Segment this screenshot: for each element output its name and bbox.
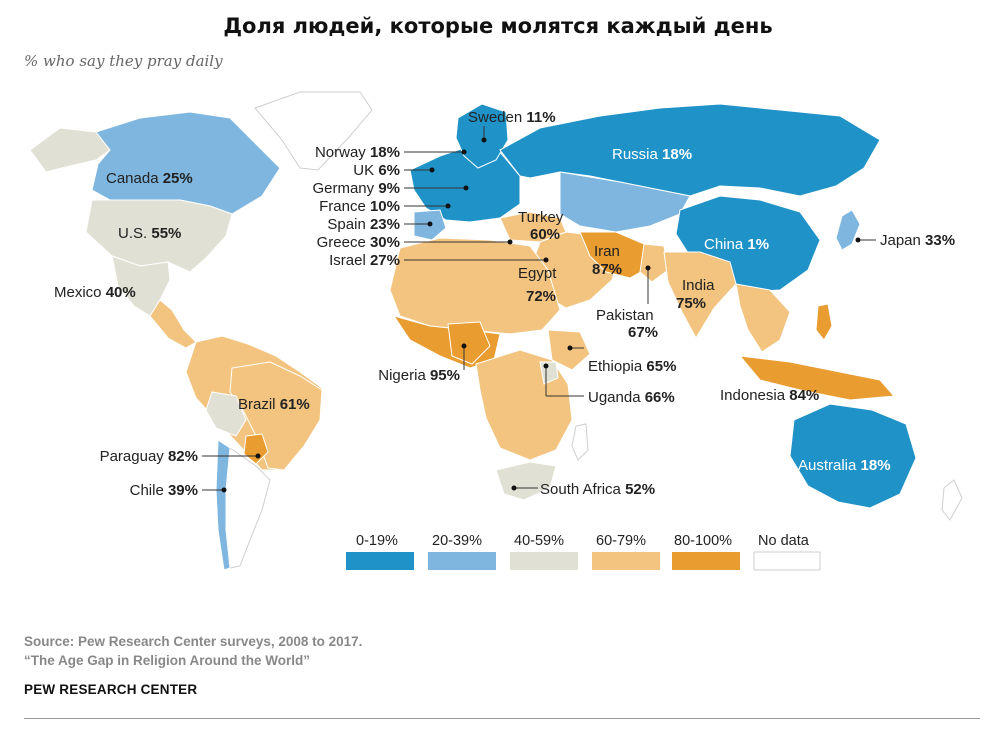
nigeria-shape <box>447 321 491 365</box>
source-line-1: Source: Pew Research Center surveys, 200… <box>24 634 363 649</box>
label-chile: Chile 39% <box>130 482 198 499</box>
bolivia-shape <box>205 391 247 437</box>
dot-greece <box>507 239 513 245</box>
dot-spain <box>427 221 433 227</box>
label-greece: Greece 30% <box>317 234 400 251</box>
dot-japan <box>855 237 861 243</box>
label-us: U.S. 55% <box>118 225 181 242</box>
central-asia-shape <box>559 171 691 233</box>
legend-label-2: 40-59% <box>514 533 564 549</box>
label-pakistan-value: 67% <box>628 324 658 341</box>
label-norway: Norway 18% <box>315 144 400 161</box>
label-france: France 10% <box>319 198 400 215</box>
scandinavia-shape <box>455 103 509 169</box>
iran-shape <box>579 231 649 279</box>
legend-label-0: 0-19% <box>356 533 398 549</box>
leader-dots <box>221 137 861 493</box>
philippines-shape <box>815 303 833 341</box>
legend: 0-19% 20-39% 40-59% 60-79% 80-100% No da… <box>346 533 821 571</box>
dot-uganda <box>543 363 549 369</box>
dot-south-africa <box>511 485 517 491</box>
chile-shape <box>215 439 231 571</box>
southeast-asia-shape <box>735 283 791 353</box>
map-subtitle: % who say they pray daily <box>24 52 223 70</box>
brand-logo-text: PEW RESEARCH CENTER <box>24 682 198 697</box>
legend-label-5: No data <box>758 533 810 549</box>
label-brazil: Brazil 61% <box>238 396 310 413</box>
source-line-2: “The Age Gap in Religion Around the Worl… <box>24 653 310 668</box>
label-india-name: India <box>682 277 715 294</box>
dot-ethiopia <box>567 345 573 351</box>
alaska-shape <box>29 127 111 173</box>
greenland-shape <box>254 91 373 171</box>
legend-swatch-5 <box>753 551 821 571</box>
label-iran-name: Iran <box>594 243 620 260</box>
dot-israel <box>543 257 549 263</box>
label-mexico: Mexico 40% <box>54 284 136 301</box>
canada-shape <box>91 111 281 215</box>
label-ethiopia: Ethiopia 65% <box>588 358 676 375</box>
label-uk: UK 6% <box>353 162 400 179</box>
label-germany: Germany 9% <box>312 180 400 197</box>
pakistan-shape <box>639 243 669 283</box>
label-egypt-name: Egypt <box>518 265 557 282</box>
label-pakistan-name: Pakistan <box>596 307 654 324</box>
indonesia-shape <box>738 355 896 401</box>
label-japan: Japan 33% <box>880 232 955 249</box>
legend-swatch-0 <box>346 552 414 570</box>
label-nigeria: Nigeria 95% <box>378 367 460 384</box>
dot-norway <box>461 149 467 155</box>
label-turkey-value: 60% <box>530 226 560 243</box>
label-israel: Israel 27% <box>329 252 400 269</box>
label-uganda: Uganda 66% <box>588 389 675 406</box>
dot-germany <box>463 185 469 191</box>
label-spain: Spain 23% <box>327 216 400 233</box>
australia-shape <box>789 403 917 509</box>
legend-swatch-4 <box>672 552 740 570</box>
label-india-value: 75% <box>676 295 706 312</box>
dot-france <box>445 203 451 209</box>
madagascar-shape <box>571 423 589 461</box>
dot-pakistan <box>645 265 651 271</box>
label-egypt-value: 72% <box>526 288 556 305</box>
map-title: Доля людей, которые молятся каждый день <box>223 14 773 38</box>
label-russia: Russia 18% <box>612 146 692 163</box>
central-america-shape <box>149 299 197 349</box>
label-iran-value: 87% <box>592 261 622 278</box>
leader-lines <box>202 126 876 491</box>
dot-chile <box>221 487 227 493</box>
footer-rule <box>24 718 980 719</box>
label-paraguay: Paraguay 82% <box>100 448 198 465</box>
south-africa-shape <box>495 461 557 501</box>
dot-nigeria <box>461 343 467 349</box>
dot-paraguay <box>255 453 261 459</box>
legend-label-1: 20-39% <box>432 533 482 549</box>
north-africa-shape <box>389 237 561 335</box>
label-turkey-name: Turkey <box>518 209 564 226</box>
central-africa-shape <box>475 349 573 461</box>
land-shapes <box>29 91 963 571</box>
new-zealand-shape <box>941 479 963 521</box>
source-note: Source: Pew Research Center surveys, 200… <box>24 632 362 670</box>
india-shape <box>663 251 737 340</box>
label-sweden: Sweden 11% <box>468 109 556 126</box>
dot-uk <box>429 167 435 173</box>
legend-swatch-1 <box>428 552 496 570</box>
dot-sweden <box>481 137 487 143</box>
legend-swatch-3 <box>592 552 660 570</box>
label-south-africa: South Africa 52% <box>540 481 655 498</box>
japan-shape <box>835 209 861 251</box>
legend-label-3: 60-79% <box>596 533 646 549</box>
label-indonesia: Indonesia 84% <box>720 387 819 404</box>
label-australia: Australia 18% <box>798 457 891 474</box>
legend-swatch-2 <box>510 552 578 570</box>
legend-label-4: 80-100% <box>674 533 732 549</box>
label-china: China 1% <box>704 236 769 253</box>
country-labels: Sweden 11% Norway 18% UK 6% Germany 9% F… <box>54 109 955 499</box>
label-canada: Canada 25% <box>106 170 193 187</box>
